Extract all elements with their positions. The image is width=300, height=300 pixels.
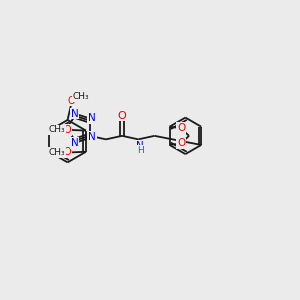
Text: O: O <box>118 110 127 121</box>
Text: N: N <box>71 109 79 118</box>
Text: CH₃: CH₃ <box>48 148 65 157</box>
Text: O: O <box>68 95 76 106</box>
Text: CH₃: CH₃ <box>48 125 65 134</box>
Text: CH₃: CH₃ <box>73 92 89 101</box>
Text: N: N <box>88 113 96 123</box>
Text: H: H <box>137 146 143 155</box>
Text: N: N <box>136 141 144 151</box>
Text: N: N <box>88 132 96 142</box>
Text: N: N <box>71 138 79 148</box>
Text: O: O <box>64 147 71 158</box>
Text: O: O <box>177 123 185 133</box>
Text: O: O <box>64 125 71 135</box>
Text: O: O <box>177 139 185 148</box>
